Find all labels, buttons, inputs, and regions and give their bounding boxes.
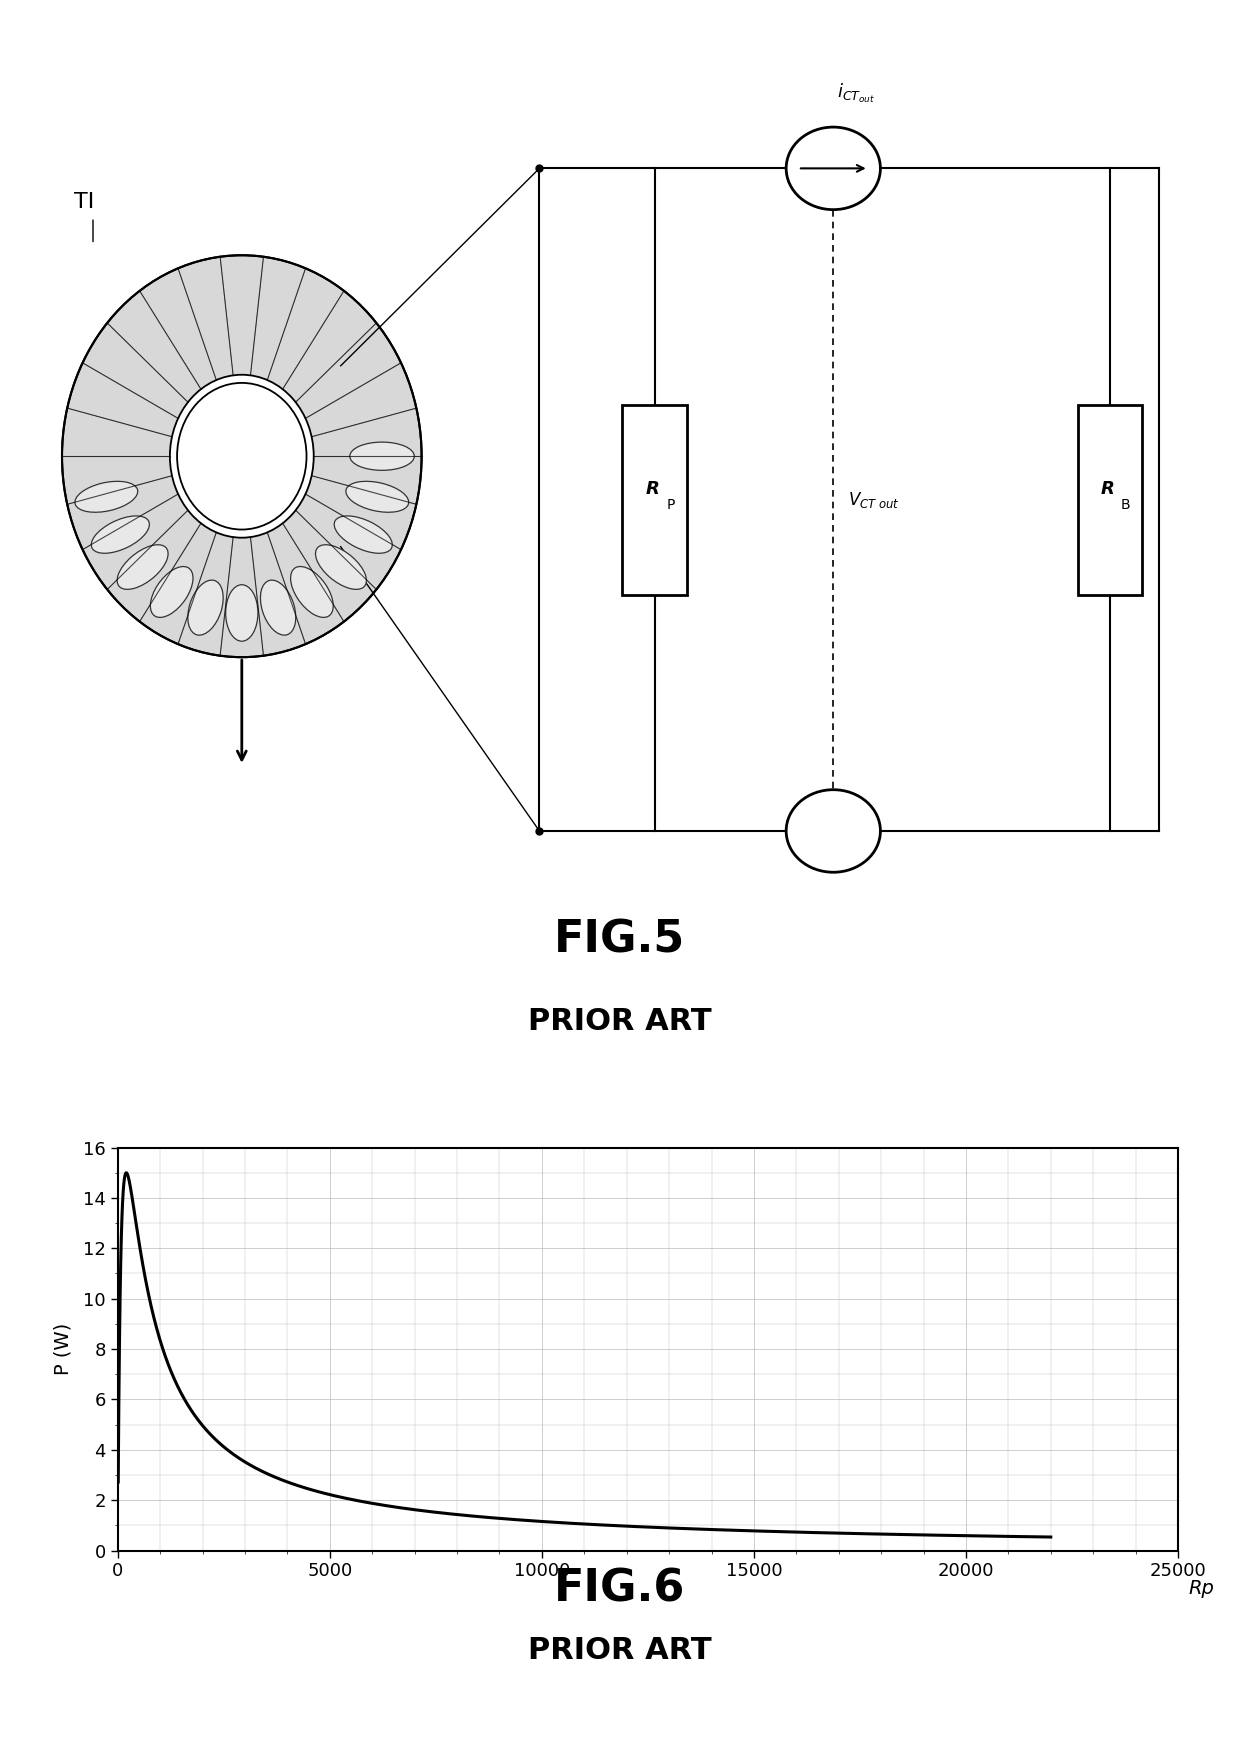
Ellipse shape (74, 399, 138, 431)
Text: R: R (645, 480, 660, 498)
Ellipse shape (74, 482, 138, 512)
Ellipse shape (92, 515, 149, 554)
Text: $V_{CT\ out}$: $V_{CT\ out}$ (848, 489, 900, 510)
Text: PRIOR ART: PRIOR ART (528, 1636, 712, 1664)
Ellipse shape (62, 256, 422, 657)
Ellipse shape (260, 277, 296, 333)
Text: P: P (667, 498, 675, 512)
Ellipse shape (260, 580, 296, 636)
Ellipse shape (346, 399, 409, 431)
Ellipse shape (335, 515, 392, 554)
Circle shape (786, 128, 880, 210)
Circle shape (786, 790, 880, 872)
FancyBboxPatch shape (1078, 405, 1142, 594)
Text: B: B (1121, 498, 1131, 512)
Text: Rp: Rp (1189, 1579, 1214, 1598)
Ellipse shape (335, 359, 392, 396)
Text: TI: TI (74, 191, 94, 212)
Text: FIG.6: FIG.6 (554, 1568, 686, 1610)
Ellipse shape (177, 384, 306, 529)
Ellipse shape (187, 277, 223, 333)
Ellipse shape (226, 272, 258, 328)
Ellipse shape (350, 442, 414, 470)
Ellipse shape (315, 545, 367, 589)
Ellipse shape (150, 566, 193, 617)
Ellipse shape (226, 585, 258, 641)
Ellipse shape (315, 322, 367, 368)
Ellipse shape (92, 359, 149, 396)
Ellipse shape (290, 294, 334, 345)
Text: PRIOR ART: PRIOR ART (528, 1007, 712, 1035)
Text: R: R (1100, 480, 1115, 498)
Text: $\mathit{i}_{CT_{out}}$: $\mathit{i}_{CT_{out}}$ (837, 82, 875, 105)
Ellipse shape (170, 375, 314, 538)
Ellipse shape (290, 566, 334, 617)
Ellipse shape (150, 294, 193, 345)
Ellipse shape (346, 482, 409, 512)
Ellipse shape (117, 545, 169, 589)
FancyBboxPatch shape (622, 405, 687, 594)
Ellipse shape (187, 580, 223, 636)
Ellipse shape (69, 442, 134, 470)
Text: FIG.5: FIG.5 (554, 918, 686, 962)
Y-axis label: P (W): P (W) (53, 1323, 72, 1375)
Ellipse shape (117, 322, 169, 368)
